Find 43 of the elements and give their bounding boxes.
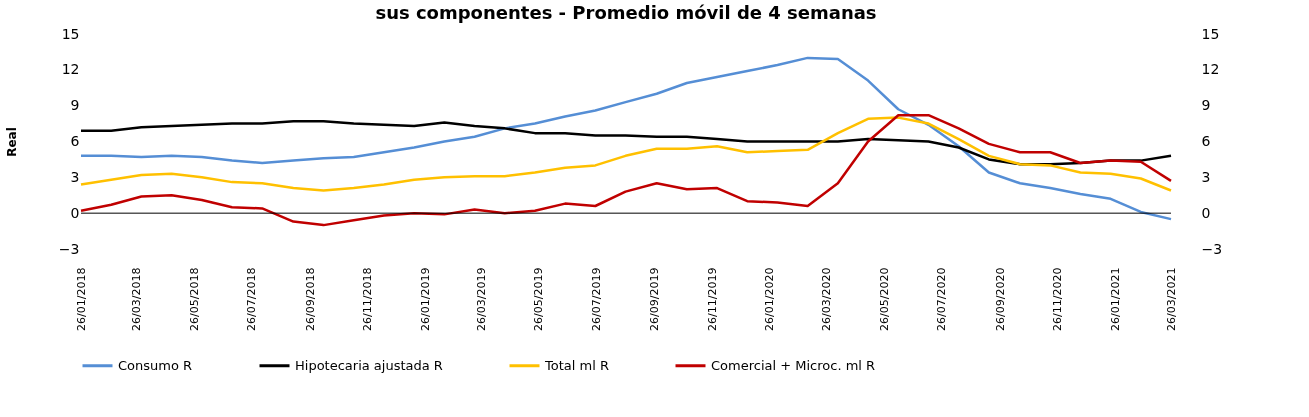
y2-tick-label: 0 bbox=[1201, 204, 1211, 221]
y2-tick-label: 6 bbox=[1201, 133, 1211, 149]
x-tick-label: 26/03/2020 bbox=[820, 267, 834, 331]
x-tick-label: 26/07/2020 bbox=[935, 267, 949, 331]
legend-label: Comercial + Microc. ml R bbox=[711, 357, 876, 373]
x-tick-label: 26/03/2019 bbox=[474, 267, 488, 331]
x-tick-label: 26/03/2021 bbox=[1164, 267, 1178, 331]
x-tick-label: 26/03/2018 bbox=[130, 267, 144, 331]
x-tick-label: 26/09/2020 bbox=[993, 267, 1007, 331]
y2-tick-label: 15 bbox=[1201, 25, 1220, 42]
y-tick-label: 15 bbox=[61, 25, 80, 42]
y-tick-label: 3 bbox=[70, 168, 80, 185]
x-tick-label: 26/07/2019 bbox=[589, 267, 603, 331]
x-tick-label: 26/07/2018 bbox=[245, 267, 259, 331]
chart-title: sus componentes - Promedio móvil de 4 semanas bbox=[375, 2, 877, 23]
y-axis-title: Real bbox=[4, 127, 19, 157]
legend-label: Total ml R bbox=[544, 357, 609, 373]
line-series bbox=[79, 113, 1173, 227]
x-tick-label: 26/11/2020 bbox=[1051, 267, 1065, 331]
line-series bbox=[79, 116, 1173, 192]
x-tick-label: 26/01/2019 bbox=[418, 267, 432, 331]
y-tick-label: 0 bbox=[70, 204, 80, 221]
x-tick-label: 26/11/2018 bbox=[361, 267, 375, 331]
x-tick-label: 26/05/2019 bbox=[532, 267, 546, 331]
x-tick-label: 26/01/2018 bbox=[74, 267, 88, 331]
x-tick-label: 26/09/2018 bbox=[303, 267, 317, 331]
line-series bbox=[79, 56, 1173, 221]
y-tick-label: −3 bbox=[58, 240, 80, 257]
y2-tick-label: 3 bbox=[1201, 168, 1211, 185]
x-tick-label: 26/11/2019 bbox=[705, 267, 719, 331]
y-tick-label: 12 bbox=[61, 61, 80, 78]
x-tick-label: 26/01/2020 bbox=[763, 267, 777, 331]
x-tick-label: 26/05/2020 bbox=[877, 267, 891, 331]
y2-tick-label: 12 bbox=[1201, 61, 1220, 78]
legend-label: Consumo R bbox=[118, 357, 193, 373]
y-tick-label: 6 bbox=[70, 133, 80, 149]
y-tick-label: 9 bbox=[70, 97, 80, 114]
x-tick-label: 26/09/2019 bbox=[648, 267, 662, 331]
x-tick-label: 26/05/2018 bbox=[187, 267, 201, 331]
x-tick-label: 26/01/2021 bbox=[1108, 267, 1122, 331]
legend-label: Hipotecaria ajustada R bbox=[295, 357, 443, 373]
y2-tick-label: −3 bbox=[1201, 240, 1223, 257]
y2-tick-label: 9 bbox=[1201, 97, 1211, 114]
